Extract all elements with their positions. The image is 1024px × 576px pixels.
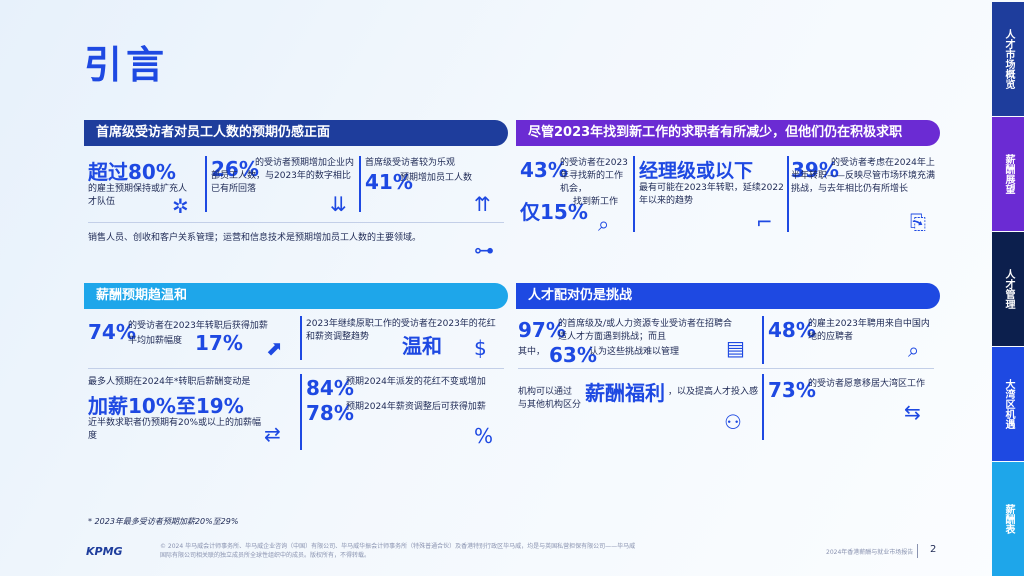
p4-stat-3-text2: ，以及提高人才投入感与其他机构区分 [518,387,759,410]
divider [762,316,764,364]
team-icon: ⚇ [724,410,742,434]
page-title: 引言 [84,43,169,87]
p4-stat-3-text: 机构可以通过 [518,387,573,397]
p2-manager-level: 经理级或以下 [639,160,754,182]
tab-gba-opportunities[interactable]: 大湾区机遇 [992,347,1024,461]
divider [359,156,361,212]
chart-down-icon: ⇊ [330,192,347,216]
p1-stat-over-80: 超过80% [88,160,176,184]
p2-stat-1-text2: 找到新工作 [573,197,619,207]
divider [300,374,302,450]
p3-stat-17: 17% [195,331,243,355]
p3-stat-74: 74% [88,320,136,344]
p3-stat-1-text: 的受访者在2023年转职后获得加薪 [128,321,268,331]
p3-stat-84: 84% [306,376,354,400]
search-person-icon: ⌕ [598,212,610,236]
p4-stat-1-text2: 其中， [518,347,546,357]
p3-mild: 温和 [402,334,442,358]
panel4-heading: 人才配对仍是挑战 [516,283,940,309]
p4-compensation-benefits: 薪酬福利 [585,381,665,405]
p1-stat-3-top: 首席级受访者较为乐观 [365,158,456,168]
p2-stat-39: 39% [791,158,839,182]
tab-salary-outlook[interactable]: 薪酬展望 [992,117,1024,231]
divider [787,156,789,232]
divider [300,316,302,360]
p3-stat-5-text: 预期2024年薪资调整后可获得加薪 [346,402,486,412]
p4-stat-48: 48% [768,318,816,342]
document-icon: ▤ [726,336,745,360]
transfer-icon: ⇆ [904,400,921,424]
p4-stat-4-text: 的受访者愿意移居大湾区工作 [808,379,926,389]
p1-stat-1-text: 的雇主预期保持或扩充人才队伍 [88,184,188,207]
divider [633,156,635,232]
divider [762,374,764,440]
p3-stat-78: 78% [306,401,354,425]
chart-up-icon: ⬈ [266,336,283,360]
kpmg-logo: KPMG [86,545,123,558]
tab-talent-market-overview[interactable]: 人才市场概览 [992,2,1024,116]
people-network-icon: ✲ [172,194,189,218]
p2-stat-1-text: 的受访者在2023年寻找新的工作机会， [560,158,628,194]
footer-divider [917,544,918,558]
panel2-heading: 尽管2023年找到新工作的求职者有所减少，但他们仍在积极求职 [516,120,940,146]
separator [88,222,504,223]
tab-talent-management[interactable]: 人才管理 [992,232,1024,346]
p1-stat-2-text: 的受访者预期增加企业内部员工人数，与2023年的数字相比已有所回落 [211,158,355,194]
p4-stat-2-text: 的雇主2023年聘用来自中国内地的应聘者 [808,319,930,342]
copyright-text: © 2024 毕马威会计师事务所、毕马威企业咨询（中国）有限公司、毕马威华振会计… [160,543,636,559]
p4-stat-1-text: 的首席级及/或人力资源专业受访者在招聘合适人才方面遇到挑战；而且 [558,319,733,342]
p3-stat-1-text2: 平均加薪幅度 [128,336,183,346]
report-name: 2024年香港薪酬与就业市场报告 [826,549,914,556]
p2-stat-43: 43% [520,158,568,182]
p1-stat-26: 26% [211,157,259,181]
page-number: 2 [930,544,937,555]
p4-stat-73: 73% [768,378,816,402]
p4-stat-63: 63% [549,343,597,367]
panel3-heading: 薪酬预期趋温和 [84,283,508,309]
separator [518,368,934,369]
stairs-icon: ⌐ [756,210,773,234]
p3-raise-range: 加薪10%至19% [88,394,244,418]
p2-stat-15: 仅15% [520,200,588,224]
percent-badge-icon: % [474,424,494,448]
money-icon: $ [474,336,487,360]
p1-stat-41: 41% [365,170,413,194]
p3-stat-3-text: 近半数求职者仍预期有20%或以上的加薪幅度 [88,418,262,441]
p4-stat-1-text3: 认为这些挑战难以管理 [589,347,680,357]
people-up-icon: ⇈ [474,192,491,216]
p3-stat-3-top: 最多人预期在2024年*转职后薪酬变动是 [88,377,251,387]
separator [88,368,504,369]
p1-footer-text: 销售人员、创收和客户关系管理；运营和信息技术是预期增加员工人数的主要领域。 [88,233,422,243]
p3-stat-4-text: 预期2024年派发的花红不变或增加 [346,377,486,387]
divider [205,156,207,212]
footnote: * 2023年最多受访者预期加薪20%至29% [88,517,239,526]
p2-stat-2-text: 最有可能在2023年转职，延续2022年以来的趋势 [639,183,784,206]
p4-stat-97: 97% [518,318,566,342]
tab-salary-tables[interactable]: 薪酬表 [992,462,1024,576]
org-chart-icon: ⊶ [474,238,494,262]
p3-stat-2-text: 2023年继续原职工作的受访者在2023年的花红和薪资调整趋势 [306,319,496,342]
p2-stat-3-text: 的受访者考虑在2024年上半年转职——反映尽管市场环境充满挑战，与去年相比仍有所… [791,158,936,194]
p1-stat-3-text: 预期增加员工人数 [400,173,473,183]
person-arrows-icon: ⇄ [264,422,281,446]
document-search-icon: ⎘ [910,210,926,234]
magnifier-chart-icon: ⌕ [908,338,920,362]
panel1-heading: 首席级受访者对员工人数的预期仍感正面 [84,120,508,146]
